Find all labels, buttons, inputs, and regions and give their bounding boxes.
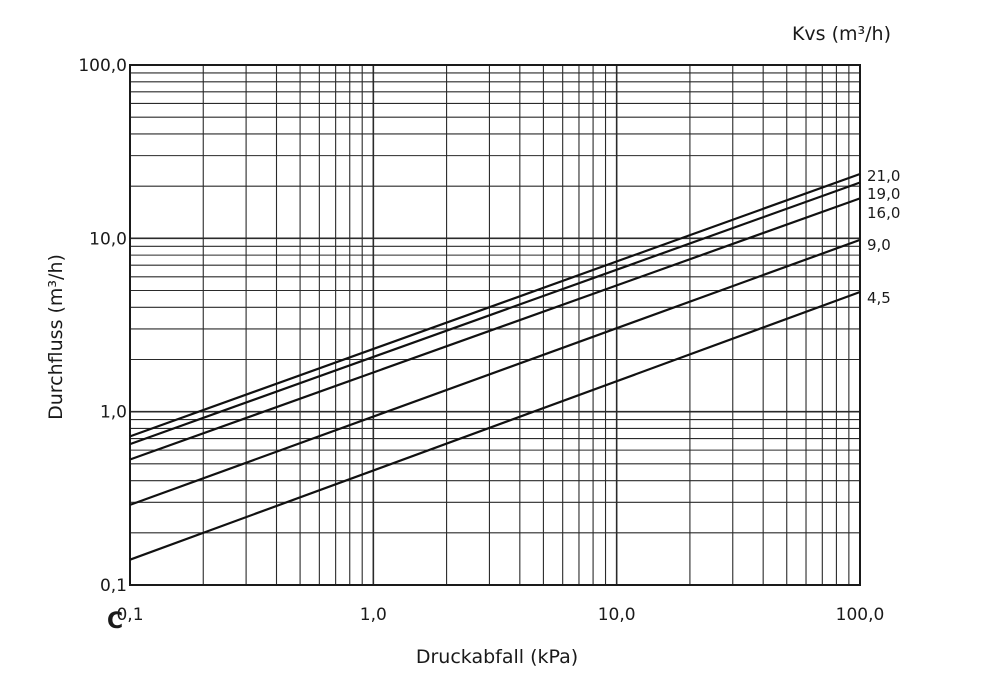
y-tick-label: 1,0	[100, 403, 127, 423]
x-tick-label: 10,0	[598, 605, 636, 625]
series-line	[129, 238, 861, 506]
y-axis-title: Durchfluss (m³/h)	[45, 254, 67, 420]
y-tick-label: 100,0	[78, 56, 127, 76]
x-tick-label: 1,0	[360, 605, 387, 625]
y-tick-label: 10,0	[89, 229, 127, 249]
y-tick-label: 0,1	[100, 576, 127, 596]
tick-labels: 0,1 1,0 10,0 100,0 0,1 1,0 10,0 100,0	[78, 56, 884, 625]
x-tick-label: 0,1	[116, 605, 143, 625]
series-line	[129, 197, 861, 461]
plot-frame	[129, 64, 861, 586]
series-lines	[129, 172, 861, 561]
series-line	[129, 290, 861, 561]
series-label: 21,0	[867, 167, 900, 185]
series-line	[129, 172, 861, 438]
figure-corner-label: C	[107, 609, 123, 634]
x-tick-label: 100,0	[836, 605, 885, 625]
series-line	[129, 181, 861, 446]
grid	[130, 65, 860, 585]
series-labels: 21,019,016,0 9,0 4,5	[867, 167, 900, 307]
series-label: 19,0	[867, 185, 900, 203]
series-label: 9,0	[867, 236, 891, 254]
series-label: 16,0	[867, 204, 900, 222]
legend-title: Kvs (m³/h)	[792, 23, 891, 45]
x-axis-title: Druckabfall (kPa)	[416, 646, 578, 668]
series-label: 4,5	[867, 289, 891, 307]
